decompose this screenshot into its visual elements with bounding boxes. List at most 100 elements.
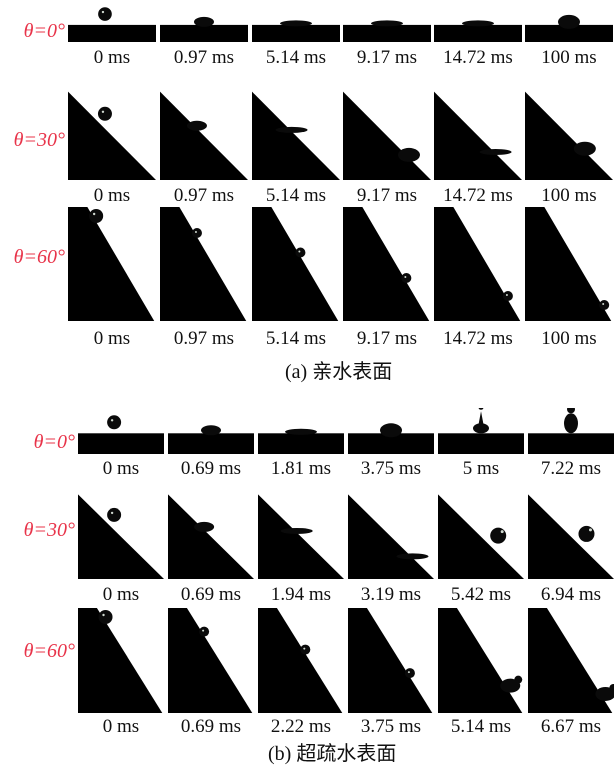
time-label: 9.17 ms bbox=[356, 47, 418, 68]
time-label: 9.17 ms bbox=[356, 185, 418, 206]
time-label: 5.14 ms bbox=[450, 716, 512, 737]
droplet bbox=[186, 120, 207, 131]
substrate bbox=[68, 207, 155, 321]
time-label: 0 ms bbox=[93, 328, 131, 349]
time-label: 6.94 ms bbox=[540, 584, 602, 605]
droplet bbox=[396, 553, 429, 560]
substrate bbox=[343, 24, 431, 42]
time-label: 0 ms bbox=[102, 458, 140, 479]
time-label: 0.69 ms bbox=[180, 458, 242, 479]
panel-caption: (b) 超疏水表面 bbox=[268, 743, 397, 765]
substrate bbox=[438, 608, 523, 713]
high-speed-frame bbox=[252, 84, 340, 180]
high-speed-frame bbox=[258, 608, 344, 713]
high-speed-frame bbox=[68, 4, 156, 42]
droplet bbox=[194, 521, 215, 532]
high-speed-frame bbox=[348, 408, 434, 454]
time-label: 0.69 ms bbox=[180, 584, 242, 605]
substrate bbox=[68, 24, 156, 42]
high-speed-frame bbox=[68, 207, 156, 321]
high-speed-frame bbox=[258, 487, 344, 579]
droplet bbox=[380, 423, 402, 438]
time-label: 0 ms bbox=[93, 185, 131, 206]
high-speed-frame bbox=[438, 487, 524, 579]
droplet bbox=[401, 273, 412, 283]
droplet bbox=[107, 415, 122, 430]
high-speed-frame bbox=[252, 207, 340, 321]
time-label: 14.72 ms bbox=[443, 185, 513, 206]
substrate bbox=[68, 91, 156, 180]
substrate bbox=[168, 494, 254, 579]
time-label: 5.14 ms bbox=[265, 47, 327, 68]
time-label: 5.14 ms bbox=[265, 185, 327, 206]
high-speed-frame bbox=[438, 408, 524, 454]
high-speed-frame bbox=[258, 408, 344, 454]
high-speed-frame bbox=[68, 84, 156, 180]
high-speed-frame bbox=[343, 84, 431, 180]
time-label: 5 ms bbox=[462, 458, 500, 479]
droplet bbox=[473, 408, 489, 434]
droplet bbox=[199, 626, 210, 637]
substrate bbox=[258, 494, 344, 579]
high-speed-frame bbox=[528, 487, 614, 579]
substrate bbox=[168, 433, 254, 454]
droplet bbox=[564, 408, 578, 434]
high-speed-frame bbox=[160, 4, 248, 42]
droplet bbox=[404, 668, 415, 679]
panel-caption: (a) 亲水表面 bbox=[285, 361, 393, 383]
droplet bbox=[578, 525, 595, 542]
high-speed-frame bbox=[343, 4, 431, 42]
time-label: 0.97 ms bbox=[173, 185, 235, 206]
substrate bbox=[343, 91, 431, 180]
droplet bbox=[398, 147, 420, 162]
droplet bbox=[371, 20, 403, 27]
droplet bbox=[462, 20, 494, 27]
substrate bbox=[258, 433, 344, 454]
substrate bbox=[434, 91, 522, 180]
time-label: 100 ms bbox=[541, 185, 597, 206]
angle-label: θ=0° bbox=[23, 20, 65, 42]
substrate bbox=[525, 207, 612, 321]
droplet bbox=[89, 209, 104, 223]
time-label: 3.75 ms bbox=[360, 716, 422, 737]
high-speed-frame bbox=[348, 487, 434, 579]
droplet bbox=[300, 644, 311, 655]
time-label: 0 ms bbox=[102, 584, 140, 605]
substrate bbox=[434, 207, 521, 321]
droplet bbox=[599, 300, 610, 310]
time-label: 100 ms bbox=[541, 328, 597, 349]
high-speed-frame bbox=[252, 4, 340, 42]
high-speed-frame bbox=[434, 4, 522, 42]
substrate bbox=[252, 91, 340, 180]
high-speed-frame bbox=[528, 608, 614, 713]
substrate bbox=[525, 91, 613, 180]
high-speed-frame bbox=[434, 207, 522, 321]
substrate bbox=[160, 24, 248, 42]
droplet bbox=[107, 507, 122, 522]
time-label: 6.67 ms bbox=[540, 716, 602, 737]
high-speed-frame bbox=[78, 608, 164, 713]
droplet bbox=[275, 126, 308, 133]
droplet bbox=[295, 247, 306, 258]
time-label: 5.42 ms bbox=[450, 584, 512, 605]
droplet bbox=[98, 7, 112, 21]
droplet bbox=[490, 527, 507, 544]
high-speed-frame bbox=[160, 207, 248, 321]
time-label: 0 ms bbox=[102, 716, 140, 737]
time-label: 0 ms bbox=[93, 47, 131, 68]
time-label: 7.22 ms bbox=[540, 458, 602, 479]
droplet bbox=[502, 291, 513, 301]
time-label: 0.69 ms bbox=[180, 716, 242, 737]
droplet bbox=[573, 141, 596, 156]
substrate bbox=[438, 494, 524, 579]
angle-label: θ=60° bbox=[13, 246, 65, 268]
time-label: 1.81 ms bbox=[270, 458, 332, 479]
high-speed-frame bbox=[168, 608, 254, 713]
droplet bbox=[285, 428, 317, 435]
high-speed-frame bbox=[78, 487, 164, 579]
droplet bbox=[500, 675, 523, 693]
substrate bbox=[78, 494, 164, 579]
droplet bbox=[280, 20, 312, 27]
high-speed-frame bbox=[343, 207, 431, 321]
time-label: 1.94 ms bbox=[270, 584, 332, 605]
